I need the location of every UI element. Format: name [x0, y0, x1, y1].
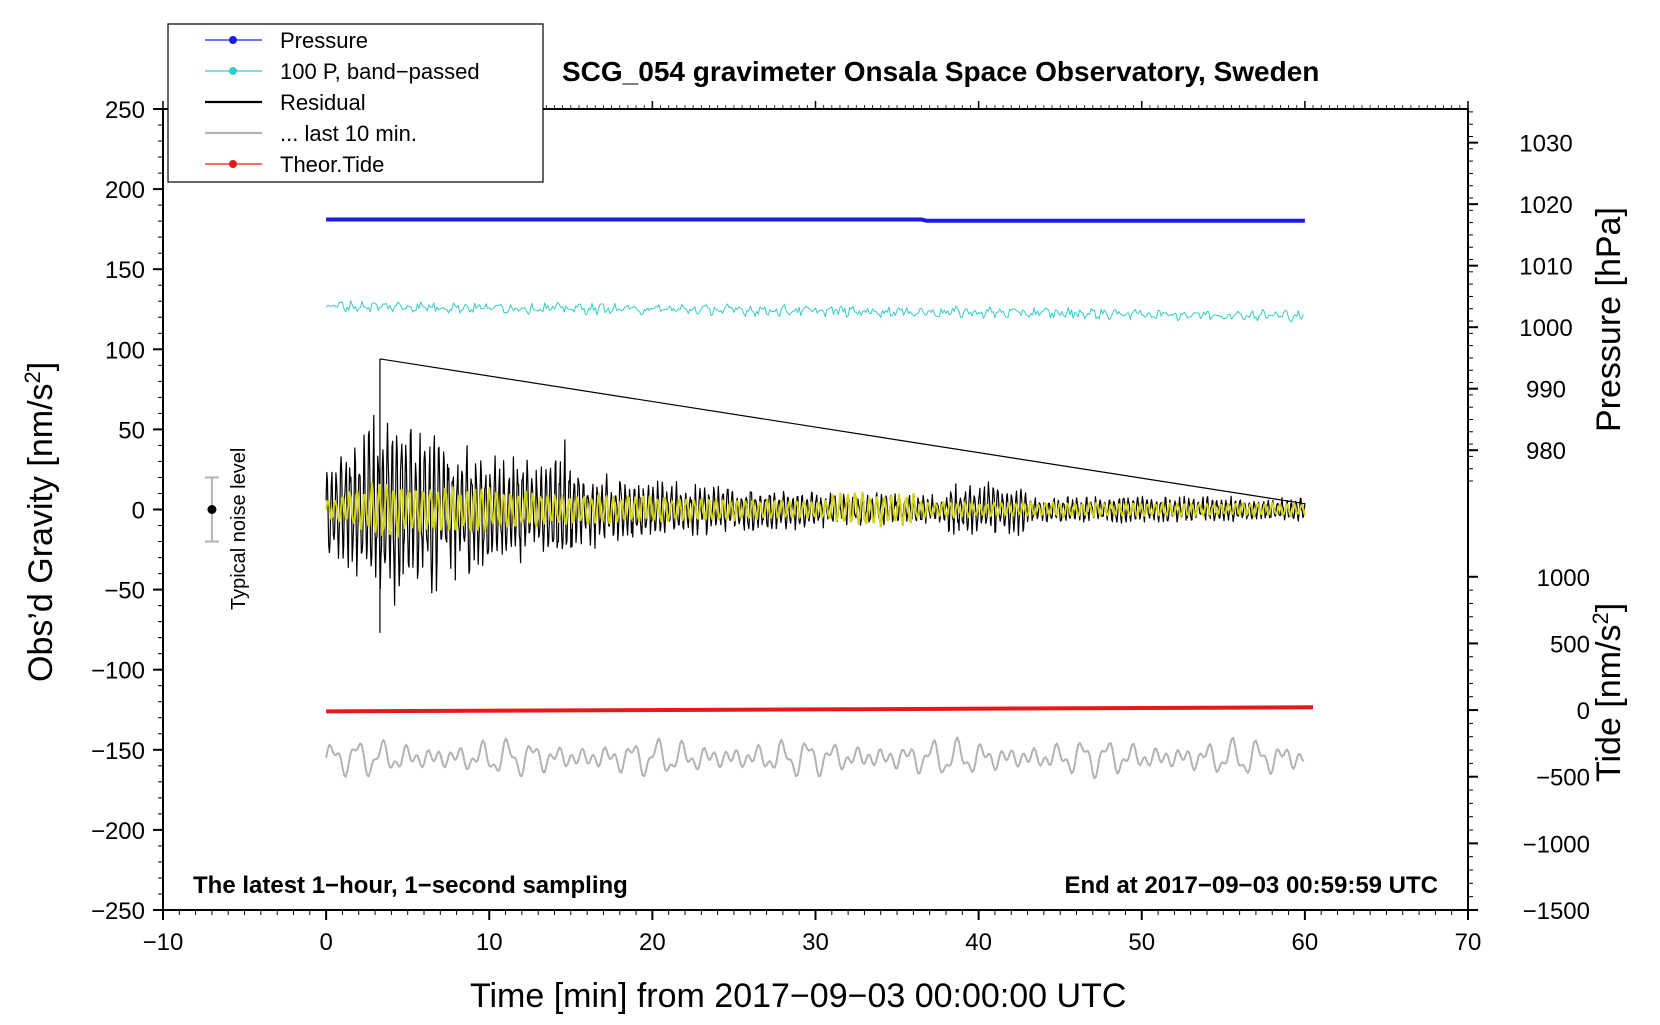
noise-level-label: Typical noise level	[228, 448, 250, 610]
x-tick-label: −10	[143, 929, 184, 956]
x-tick-label: 30	[802, 929, 829, 956]
legend-dot	[229, 160, 237, 168]
tide-tick-label: −1500	[1523, 898, 1590, 925]
tide-axis-label-end: ]	[1590, 603, 1628, 612]
pressure-tick-label: 1020	[1519, 192, 1572, 219]
x-tick-label: 40	[965, 929, 992, 956]
annotation-left: The latest 1−hour, 1−second sampling	[193, 872, 628, 899]
y-tick-label: 0	[132, 498, 145, 525]
pressure-line	[326, 217, 1305, 223]
residual-filtered-series	[325, 481, 1306, 538]
tide-axis-label: Tide [nm/s2]	[1588, 603, 1628, 782]
y-tick-label: 150	[105, 257, 145, 284]
tide-tick-label: −500	[1536, 765, 1590, 792]
y-tick-label: 50	[118, 417, 145, 444]
y-axis-ticks: 250 200 150 100 50 0 −50 −100 −150 −200 −250	[91, 97, 163, 925]
tide-tick-label: 1000	[1537, 565, 1590, 592]
filtered-line	[325, 481, 1306, 538]
y-axis-label-sup: 2	[20, 371, 45, 383]
pressure-tick-label: 1010	[1519, 254, 1572, 281]
pressure-tick-label: 1000	[1519, 315, 1572, 342]
y-tick-label: −200	[91, 818, 145, 845]
y-tick-label: −250	[91, 898, 145, 925]
x-axis-label: Time [min] from 2017−09−03 00:00:00 UTC	[470, 977, 1126, 1015]
y-axis-label-end: ]	[22, 362, 60, 371]
tide-axis-label-sup: 2	[1588, 612, 1613, 624]
x-tick-label: 10	[476, 929, 503, 956]
y-axis-label: Obs’d Gravity [nm/s2]	[20, 362, 60, 682]
x-tick-label: 50	[1128, 929, 1155, 956]
pressure-tick-label: 980	[1526, 438, 1566, 465]
y-tick-label: −150	[91, 738, 145, 765]
pressure-tick-label: 1030	[1519, 131, 1572, 158]
x-axis-ticks: −10 0 10 20 30 40 50 60 70	[143, 101, 1482, 956]
y-tick-label: −50	[104, 578, 145, 605]
legend-dot	[229, 67, 237, 75]
residual-line	[325, 358, 1306, 606]
legend-label: Theor.Tide	[280, 152, 384, 177]
legend-label: ... last 10 min.	[280, 121, 417, 146]
pressure-axis-ticks: 1030 1020 1010 1000 990 980	[1468, 131, 1573, 465]
y-axis-label-text: Obs’d Gravity [nm/s	[22, 383, 60, 682]
tide-tick-label: 500	[1550, 631, 1590, 658]
chart-title: SCG_054 gravimeter Onsala Space Observat…	[562, 56, 1319, 87]
pressure-tick-label: 990	[1526, 377, 1566, 404]
tide-tick-label: −1000	[1523, 831, 1590, 858]
bandpassed-pressure-series	[325, 300, 1304, 323]
tide-axis-ticks: 1000 500 0 −500 −1000 −1500	[1468, 565, 1590, 925]
x-tick-label: 70	[1455, 929, 1482, 956]
legend-label: Residual	[280, 90, 366, 115]
legend-label: Pressure	[280, 28, 368, 53]
legend: Pressure 100 P, band−passed Residual ... la…	[205, 28, 480, 177]
legend-label: 100 P, band−passed	[280, 59, 480, 84]
pressure-series	[326, 217, 1305, 223]
y-tick-label: 100	[105, 337, 145, 364]
x-tick-label: 20	[639, 929, 666, 956]
noise-center-dot	[207, 505, 217, 514]
y-tick-label: −100	[91, 658, 145, 685]
last10-line	[325, 736, 1305, 780]
tide-tick-label: 0	[1577, 698, 1590, 725]
tide-axis-label-text: Tide [nm/s	[1590, 625, 1628, 782]
noise-level-marker	[204, 476, 219, 543]
theor-tide-series	[326, 705, 1314, 714]
pressure-axis-label: Pressure [hPa]	[1590, 207, 1628, 432]
annotation-right: End at 2017−09−03 00:59:59 UTC	[1064, 872, 1438, 899]
bandpassed-line	[325, 300, 1304, 323]
x-tick-label: 60	[1292, 929, 1319, 956]
y-tick-label: 250	[105, 97, 145, 124]
y-tick-label: 200	[105, 177, 145, 204]
x-tick-label: 0	[319, 929, 332, 956]
tide-line	[326, 705, 1314, 714]
last-10-min-series	[325, 736, 1305, 780]
legend-dot	[229, 36, 237, 44]
